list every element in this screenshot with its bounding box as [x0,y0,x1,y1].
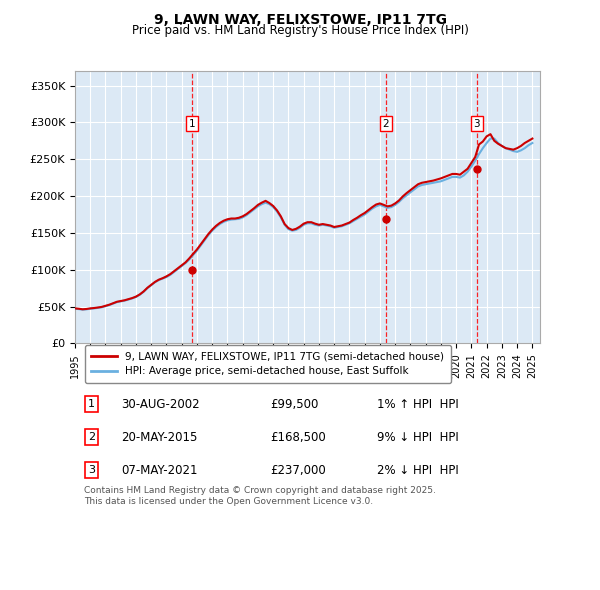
Text: £237,000: £237,000 [270,464,326,477]
Text: 1% ↑ HPI  HPI: 1% ↑ HPI HPI [377,398,459,411]
Text: Contains HM Land Registry data © Crown copyright and database right 2025.
This d: Contains HM Land Registry data © Crown c… [84,486,436,506]
Text: 3: 3 [88,466,95,475]
Text: 2% ↓ HPI  HPI: 2% ↓ HPI HPI [377,464,459,477]
Text: 07-MAY-2021: 07-MAY-2021 [121,464,198,477]
Text: 20-MAY-2015: 20-MAY-2015 [121,431,198,444]
Text: 30-AUG-2002: 30-AUG-2002 [121,398,200,411]
Text: 2: 2 [382,119,389,129]
Legend: 9, LAWN WAY, FELIXSTOWE, IP11 7TG (semi-detached house), HPI: Average price, sem: 9, LAWN WAY, FELIXSTOWE, IP11 7TG (semi-… [85,345,451,383]
Text: 3: 3 [473,119,480,129]
Text: £168,500: £168,500 [270,431,326,444]
Text: 1: 1 [88,399,95,409]
Text: 9, LAWN WAY, FELIXSTOWE, IP11 7TG: 9, LAWN WAY, FELIXSTOWE, IP11 7TG [154,13,446,27]
Text: 2: 2 [88,432,95,442]
Text: Price paid vs. HM Land Registry's House Price Index (HPI): Price paid vs. HM Land Registry's House … [131,24,469,37]
Text: 1: 1 [188,119,195,129]
Text: 9% ↓ HPI  HPI: 9% ↓ HPI HPI [377,431,459,444]
Text: £99,500: £99,500 [270,398,319,411]
